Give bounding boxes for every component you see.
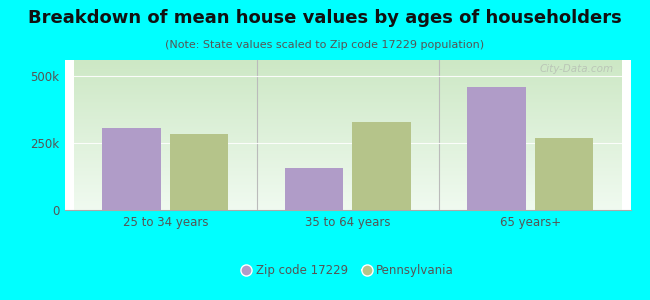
Bar [352, 122, 411, 210]
Bar [170, 134, 228, 210]
Bar [535, 138, 593, 210]
Text: City-Data.com: City-Data.com [540, 64, 614, 74]
Bar [467, 87, 526, 210]
Text: (Note: State values scaled to Zip code 17229 population): (Note: State values scaled to Zip code 1… [166, 40, 484, 50]
Text: Breakdown of mean house values by ages of householders: Breakdown of mean house values by ages o… [28, 9, 622, 27]
Bar [285, 169, 343, 210]
Legend: Zip code 17229, Pennsylvania: Zip code 17229, Pennsylvania [237, 260, 459, 282]
Bar [103, 128, 161, 210]
